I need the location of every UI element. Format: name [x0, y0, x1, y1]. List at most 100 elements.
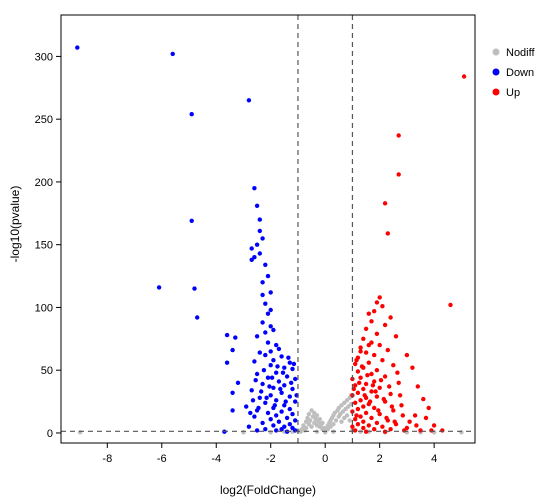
- point-down-9: [260, 236, 265, 241]
- point-down-66: [293, 399, 298, 404]
- point-down-29: [263, 330, 268, 335]
- point-down-85: [271, 423, 276, 428]
- point-up-35: [382, 374, 388, 379]
- point-down-40: [279, 354, 284, 359]
- point-up-70: [407, 419, 412, 424]
- point-up-82: [402, 428, 407, 433]
- point-up-80: [388, 427, 393, 432]
- point-up-99: [381, 396, 386, 402]
- point-down-49: [254, 371, 260, 377]
- point-nodiff-13: [310, 414, 316, 419]
- point-up-65: [358, 414, 363, 419]
- y-tick-label: 50: [41, 365, 53, 377]
- points-layer: [75, 45, 467, 435]
- point-down-91: [293, 428, 298, 433]
- point-down-90: [279, 427, 284, 432]
- point-down-63: [287, 394, 292, 399]
- y-tick-label: 0: [47, 428, 53, 440]
- point-down-64: [257, 395, 262, 400]
- point-down-71: [287, 406, 292, 412]
- point-down-58: [290, 386, 295, 392]
- point-up-75: [350, 424, 355, 429]
- point-down-80: [268, 417, 273, 422]
- point-nodiff-35: [331, 422, 336, 427]
- point-down-110: [256, 405, 261, 411]
- point-down-7: [189, 218, 194, 223]
- point-nodiff-33: [328, 424, 333, 429]
- point-up-20: [358, 345, 363, 350]
- x-tick-label: -2: [266, 453, 276, 465]
- legend-label-down: Down: [506, 67, 534, 79]
- point-up-45: [369, 389, 374, 394]
- legend-marker-up: [492, 88, 500, 96]
- point-up-95: [370, 383, 376, 388]
- point-down-73: [230, 408, 235, 413]
- point-up-7: [374, 300, 380, 305]
- point-up-64: [412, 413, 418, 418]
- point-up-79: [372, 427, 377, 432]
- point-up-78: [361, 425, 366, 431]
- point-down-55: [260, 381, 265, 387]
- y-axis: 0 50 100 150 200 250 300: [35, 51, 61, 440]
- point-down-3: [189, 112, 194, 117]
- point-down-112: [250, 398, 256, 403]
- point-up-89: [354, 358, 359, 363]
- point-up-106: [423, 415, 429, 421]
- point-up-97: [376, 408, 381, 413]
- point-up-4: [385, 231, 390, 236]
- legend: Nodiff Down Up: [492, 47, 535, 99]
- point-up-14: [363, 326, 369, 331]
- point-down-59: [249, 388, 254, 393]
- x-axis: -8 -6 -4 -2 0 2 4: [102, 443, 437, 465]
- point-nodiff-18: [314, 413, 320, 418]
- point-down-0: [75, 45, 80, 50]
- point-up-93: [365, 373, 370, 378]
- point-up-2: [396, 172, 401, 177]
- point-up-46: [355, 390, 361, 395]
- point-down-105: [269, 375, 275, 380]
- legend-marker-down: [492, 68, 500, 76]
- point-down-83: [260, 420, 265, 426]
- point-down-104: [272, 403, 277, 408]
- point-up-43: [415, 384, 420, 389]
- point-up-1: [396, 133, 401, 138]
- point-up-29: [391, 363, 396, 368]
- point-down-81: [293, 418, 298, 423]
- point-nodiff-24: [320, 420, 325, 426]
- point-nodiff-43: [339, 403, 344, 408]
- point-up-16: [393, 334, 399, 339]
- point-down-16: [265, 273, 271, 279]
- point-down-84: [287, 422, 292, 427]
- point-up-86: [363, 429, 369, 434]
- point-up-40: [363, 381, 369, 387]
- point-down-27: [268, 324, 273, 329]
- point-down-5: [254, 203, 260, 208]
- point-down-8: [257, 228, 262, 234]
- point-up-76: [380, 424, 385, 429]
- point-down-107: [264, 395, 269, 400]
- point-up-85: [440, 428, 445, 433]
- y-tick-label: 300: [35, 51, 53, 63]
- point-up-102: [389, 404, 395, 409]
- point-nodiff-50: [344, 413, 350, 418]
- point-down-14: [249, 257, 254, 262]
- point-up-17: [361, 336, 366, 341]
- point-nodiff-5: [303, 419, 309, 424]
- point-down-24: [265, 311, 271, 316]
- point-nodiff-6: [303, 425, 309, 431]
- point-up-74: [366, 423, 371, 428]
- point-down-89: [263, 427, 268, 432]
- point-down-2: [246, 98, 252, 103]
- point-up-100: [384, 415, 389, 421]
- point-up-10: [388, 315, 393, 320]
- point-down-38: [257, 350, 262, 355]
- point-up-42: [377, 385, 382, 390]
- point-up-12: [369, 319, 374, 324]
- point-up-39: [396, 380, 401, 385]
- point-down-32: [233, 335, 238, 340]
- point-nodiff-10: [308, 418, 313, 423]
- point-down-18: [156, 285, 162, 290]
- point-down-4: [252, 186, 257, 191]
- legend-marker-nodiff: [492, 48, 500, 56]
